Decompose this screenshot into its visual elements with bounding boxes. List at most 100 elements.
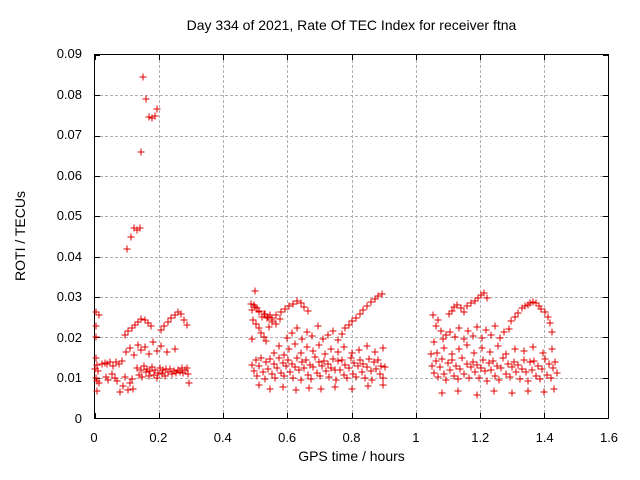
data-point-marker [432, 357, 440, 365]
y-tick-label: 0.02 [56, 329, 82, 345]
data-point-marker [348, 349, 355, 357]
data-point-marker [541, 308, 549, 316]
data-point-marker [465, 374, 473, 382]
data-point-marker [331, 383, 339, 391]
data-point-marker [150, 371, 158, 379]
data-point-marker [546, 319, 554, 327]
data-point-marker [92, 374, 100, 382]
data-point-marker [511, 345, 519, 353]
x-axis-tick [479, 55, 481, 60]
data-point-marker [539, 349, 547, 357]
data-point-marker [372, 365, 380, 373]
v-gridline [479, 55, 481, 418]
data-point-marker [451, 333, 459, 341]
data-point-marker [331, 366, 339, 374]
data-point-marker [473, 361, 481, 369]
data-point-marker [446, 366, 454, 374]
data-point-marker [260, 333, 268, 341]
data-point-marker [379, 381, 387, 389]
data-point-marker [524, 377, 532, 385]
y-axis-tick [95, 135, 100, 137]
data-point-marker [376, 370, 384, 378]
data-point-marker [265, 323, 273, 331]
data-point-marker [160, 322, 168, 330]
data-point-marker [113, 377, 121, 385]
data-point-marker [537, 305, 545, 313]
data-point-marker [158, 370, 166, 378]
data-point-marker [293, 354, 301, 362]
y-axis-tick [603, 377, 608, 379]
data-point-marker [279, 383, 287, 391]
data-point-marker [544, 313, 552, 321]
data-point-marker [477, 364, 485, 372]
data-point-marker [367, 367, 375, 375]
data-point-marker [365, 355, 373, 363]
data-point-marker [270, 360, 278, 368]
x-axis-tick [415, 55, 417, 60]
data-point-marker [511, 313, 519, 321]
data-point-marker [514, 361, 522, 369]
data-point-marker [541, 355, 549, 363]
data-point-marker [463, 341, 471, 349]
data-point-marker [444, 359, 452, 367]
data-point-marker [321, 350, 329, 358]
data-point-marker [92, 354, 100, 362]
data-point-marker [130, 224, 138, 232]
data-point-marker [257, 329, 265, 337]
y-axis-tick [95, 216, 100, 218]
data-point-marker [260, 310, 268, 318]
data-point-marker [115, 360, 123, 368]
data-point-marker [514, 309, 522, 317]
data-point-marker [550, 385, 558, 393]
data-point-marker [434, 316, 442, 324]
data-point-marker [262, 337, 270, 345]
data-point-marker [141, 316, 149, 324]
data-point-marker [305, 384, 313, 392]
data-point-marker [248, 306, 256, 314]
data-point-marker [439, 335, 447, 343]
data-point-marker [432, 322, 439, 330]
x-axis-tick [543, 413, 545, 418]
data-point-marker [309, 363, 317, 371]
data-point-marker [452, 362, 460, 370]
data-point-marker [178, 364, 186, 372]
data-point-marker [481, 367, 489, 375]
data-point-marker [493, 362, 501, 370]
data-point-marker [272, 311, 280, 319]
data-point-marker [350, 359, 358, 367]
data-point-marker [438, 355, 446, 363]
data-point-marker [467, 363, 475, 371]
data-point-marker [494, 342, 502, 350]
data-point-marker [297, 299, 305, 307]
data-point-marker [478, 334, 486, 342]
data-point-marker [354, 362, 362, 370]
data-point-marker [168, 370, 176, 378]
data-point-marker [176, 368, 184, 376]
x-tick-label: 1.4 [535, 430, 554, 445]
data-point-marker [268, 314, 276, 322]
data-point-marker [283, 334, 291, 342]
data-point-marker [148, 363, 156, 371]
x-axis-tick [159, 55, 161, 60]
data-point-marker [91, 365, 99, 373]
data-point-marker [471, 368, 479, 376]
data-point-marker [318, 362, 326, 370]
data-point-marker [538, 365, 546, 373]
data-point-marker [266, 385, 274, 393]
data-point-marker [358, 368, 366, 376]
data-point-marker [286, 368, 294, 376]
x-axis-tick [287, 55, 289, 60]
data-point-marker [547, 374, 555, 382]
data-point-marker [288, 329, 296, 337]
data-point-marker [102, 373, 110, 381]
data-point-marker [491, 322, 499, 330]
h-gridline [95, 337, 608, 339]
data-point-marker [316, 372, 324, 380]
x-tick-label: 0.2 [149, 430, 168, 445]
data-point-marker [371, 348, 379, 356]
data-point-marker [298, 358, 306, 366]
x-tick-label: 1 [412, 430, 420, 445]
data-point-marker [315, 358, 323, 366]
data-point-marker [325, 373, 333, 381]
x-tick-label: 0.6 [278, 430, 297, 445]
